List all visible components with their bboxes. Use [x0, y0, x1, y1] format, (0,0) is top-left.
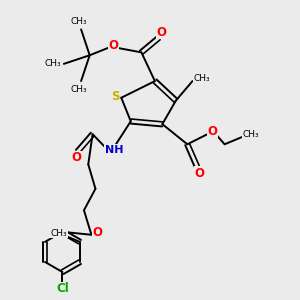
- Text: O: O: [157, 26, 166, 39]
- Text: O: O: [195, 167, 205, 180]
- Text: CH₃: CH₃: [51, 229, 67, 238]
- Text: CH₃: CH₃: [242, 130, 259, 139]
- Text: S: S: [111, 90, 119, 103]
- Text: CH₃: CH₃: [194, 74, 210, 83]
- Text: Cl: Cl: [56, 282, 69, 295]
- Text: NH: NH: [105, 145, 123, 155]
- Text: O: O: [108, 39, 118, 52]
- Text: CH₃: CH₃: [44, 59, 61, 68]
- Text: O: O: [92, 226, 103, 239]
- Text: CH₃: CH₃: [70, 17, 87, 26]
- Text: O: O: [71, 151, 81, 164]
- Text: CH₃: CH₃: [70, 85, 87, 94]
- Text: O: O: [208, 125, 218, 138]
